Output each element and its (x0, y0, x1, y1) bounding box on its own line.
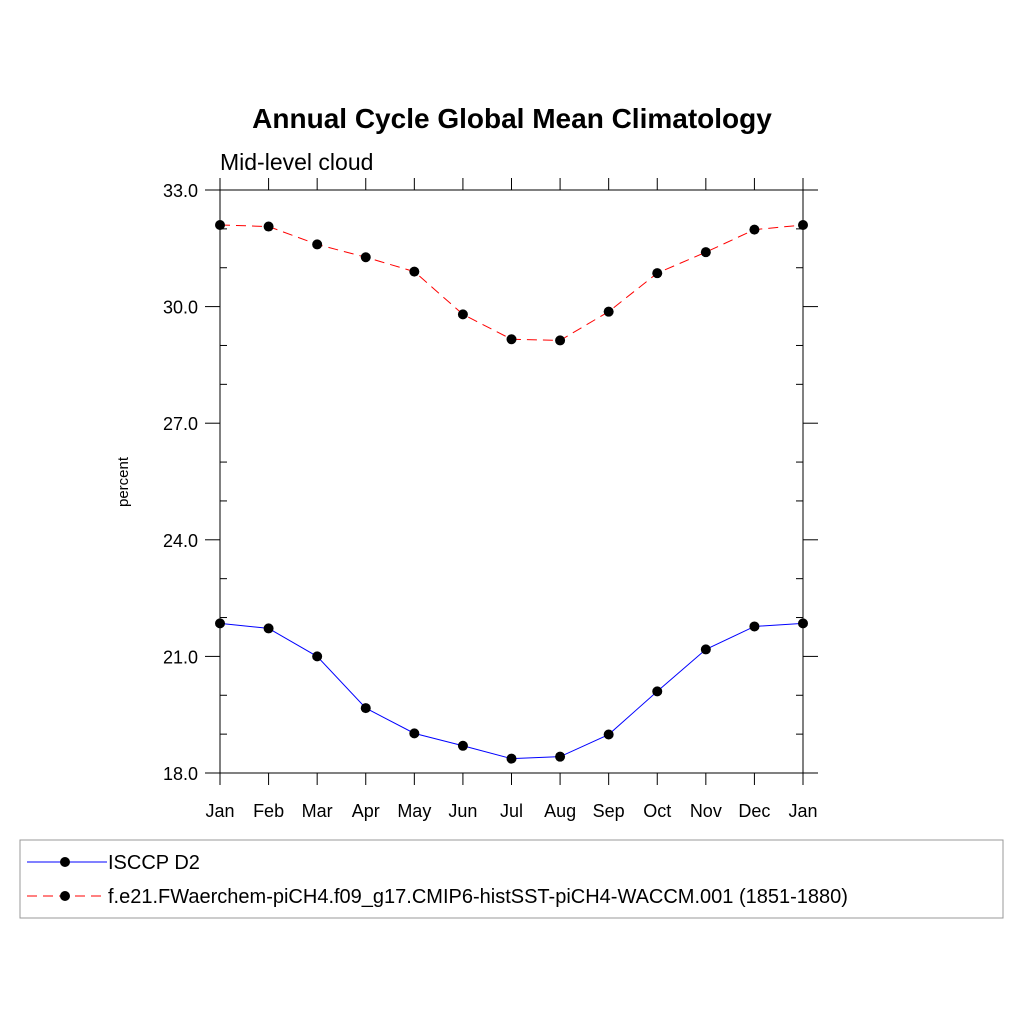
x-tick-label: Nov (690, 801, 722, 821)
x-tick-label: Mar (302, 801, 333, 821)
data-point (652, 686, 663, 697)
data-point (263, 623, 274, 634)
data-point (457, 740, 468, 751)
data-point (312, 239, 323, 250)
data-point (457, 309, 468, 320)
data-point (360, 252, 371, 263)
data-point (749, 621, 760, 632)
x-tick-label: Apr (352, 801, 380, 821)
data-point (555, 751, 566, 762)
y-tick-label: 27.0 (163, 414, 198, 434)
x-tick-label: Feb (253, 801, 284, 821)
legend-box (19, 839, 1004, 919)
data-point (749, 224, 760, 235)
series-layer (215, 219, 808, 764)
data-point (312, 651, 323, 662)
legend-marker (60, 857, 70, 867)
data-point (506, 753, 517, 764)
data-point (215, 219, 225, 230)
x-tick-label: Jun (448, 801, 477, 821)
data-point (798, 219, 808, 230)
data-point (360, 703, 371, 714)
data-point (215, 618, 225, 629)
legend-label: ISCCP D2 (108, 852, 200, 874)
data-point (603, 729, 614, 740)
data-point (409, 728, 420, 739)
legend-marker (60, 891, 70, 901)
legend-item: ISCCP D2 (27, 852, 200, 874)
data-point (263, 221, 274, 232)
x-tick-label: Jul (500, 801, 523, 821)
x-tick-label: Oct (643, 801, 671, 821)
x-tick-label: Aug (544, 801, 576, 821)
x-tick-label: Sep (593, 801, 625, 821)
chart-title: Annual Cycle Global Mean Climatology (252, 103, 772, 134)
y-tick-label: 18.0 (163, 764, 198, 784)
x-tick-label: Jan (205, 801, 234, 821)
x-tick-label: May (397, 801, 431, 821)
y-tick-label: 24.0 (163, 531, 198, 551)
plot-frame (219, 189, 804, 774)
axis-tick-labels: 18.0 21.0 24.0 27.0 30.0 33.0 Jan Feb Mar Apr May J… (163, 181, 818, 821)
y-tick-label: 30.0 (163, 298, 198, 318)
series-line (219, 622, 804, 760)
legend-label: f.e21.FWaerchem-piCH4.f09_g17.CMIP6-hist… (108, 886, 848, 908)
y-tick-label: 33.0 (163, 181, 198, 201)
series-1 (215, 618, 808, 764)
data-point (652, 268, 663, 279)
x-tick-label: Jan (788, 801, 817, 821)
data-point (603, 306, 614, 317)
axis-ticks (205, 178, 818, 785)
data-point (506, 334, 517, 345)
data-point (409, 266, 420, 277)
data-point (700, 247, 711, 258)
data-point (798, 618, 808, 629)
x-tick-label: Dec (738, 801, 770, 821)
y-axis-label: percent (115, 456, 132, 507)
data-point (555, 335, 566, 346)
series-2 (215, 219, 808, 346)
y-tick-label: 21.0 (163, 647, 198, 667)
chart-subtitle: Mid-level cloud (220, 149, 373, 175)
series-line (219, 224, 804, 341)
data-point (700, 644, 711, 655)
legend: ISCCP D2 f.e21.FWaerchem-piCH4.f09_g17.CM… (27, 852, 848, 908)
legend-item: f.e21.FWaerchem-piCH4.f09_g17.CMIP6-hist… (27, 886, 848, 908)
